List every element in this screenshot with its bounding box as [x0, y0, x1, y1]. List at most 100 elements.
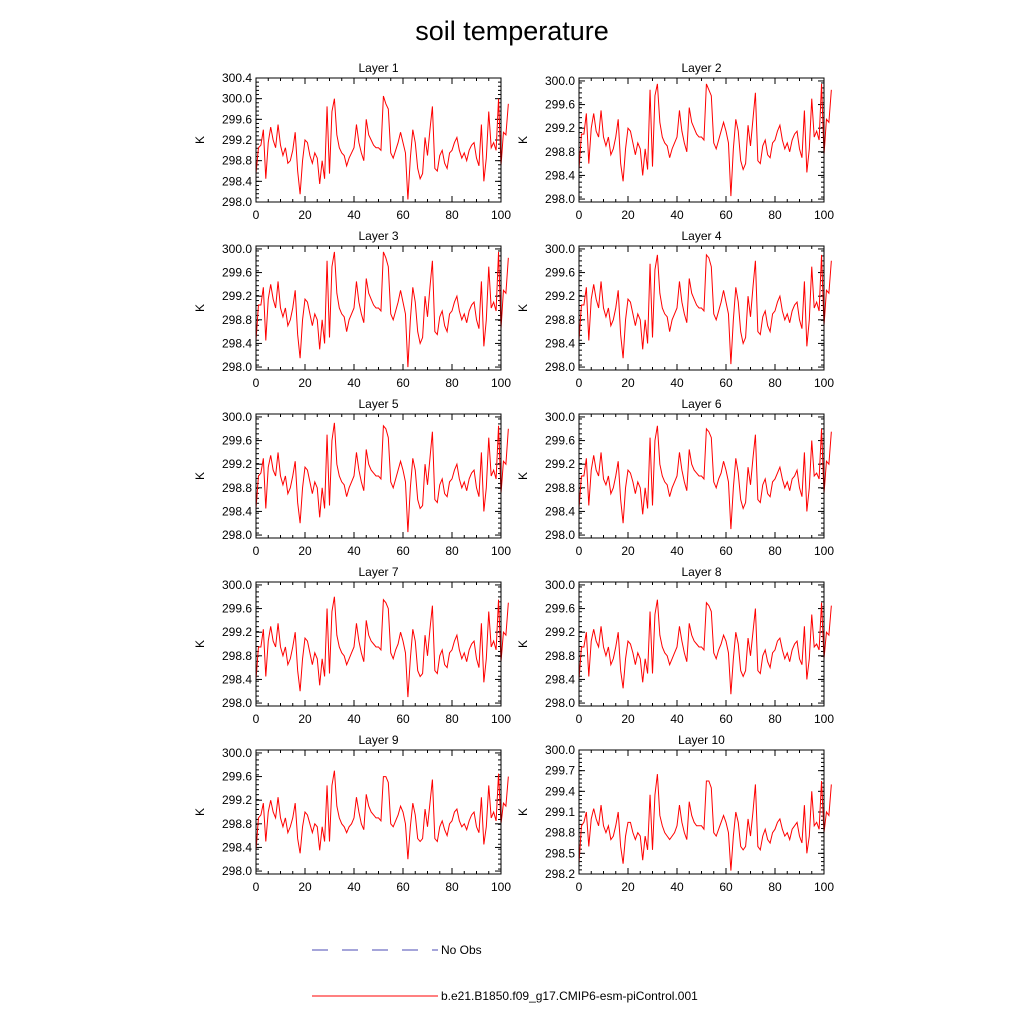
legend-no-obs-label: No Obs: [441, 943, 482, 957]
y-axis-label: K: [193, 304, 207, 312]
x-tick-label: 20: [621, 544, 635, 558]
x-tick-label: 80: [768, 880, 782, 894]
y-tick-label: 300.0: [545, 578, 575, 592]
y-tick-label: 300.0: [222, 578, 252, 592]
plot-frame: [578, 245, 825, 371]
x-tick-label: 0: [576, 544, 583, 558]
y-tick-label: 299.2: [222, 625, 252, 639]
y-tick-label: 300.0: [222, 242, 252, 256]
y-tick-label: 298.8: [545, 481, 575, 495]
y-tick-label: 299.6: [222, 434, 252, 448]
x-tick-label: 40: [670, 208, 684, 222]
chart-panel-layer-8: Layer 8 K 298.0 298.4 298.8 299.2 299.6 300.0 0 2…: [516, 565, 834, 726]
y-tick-label: 299.6: [545, 434, 575, 448]
x-tick-label: 80: [768, 208, 782, 222]
plot-frame: [578, 77, 825, 203]
y-axis-label: K: [193, 472, 207, 480]
y-axis-label: K: [193, 640, 207, 648]
y-tick-label: 298.8: [545, 826, 575, 840]
panels-grid: Layer 1 K 298.0 298.4 298.8 299.2 299.6 300.0 30…: [193, 61, 834, 894]
x-tick-label: 60: [396, 880, 410, 894]
y-tick-label: 300.0: [222, 410, 252, 424]
y-tick-label: 298.0: [222, 696, 252, 710]
series-line: [255, 770, 509, 860]
x-tick-label: 0: [576, 376, 583, 390]
x-tick-label: 20: [621, 376, 635, 390]
y-tick-label: 300.4: [222, 71, 252, 85]
x-tick-label: 20: [298, 208, 312, 222]
x-tick-label: 100: [491, 208, 511, 222]
x-tick-label: 0: [253, 208, 260, 222]
chart-panel-layer-3: Layer 3 K 298.0 298.4 298.8 299.2 299.6 300.0 0 2…: [193, 229, 511, 390]
series-line: [255, 251, 509, 368]
x-tick-label: 100: [814, 376, 834, 390]
y-tick-label: 299.6: [222, 770, 252, 784]
x-tick-label: 40: [670, 376, 684, 390]
series-line: [255, 422, 509, 533]
x-tick-label: 20: [621, 712, 635, 726]
y-tick-label: 299.4: [545, 784, 575, 798]
x-tick-label: 60: [719, 712, 733, 726]
x-tick-label: 0: [253, 880, 260, 894]
panel-title: Layer 7: [358, 565, 398, 579]
x-tick-label: 60: [719, 544, 733, 558]
y-tick-label: 298.0: [545, 192, 575, 206]
y-tick-label: 298.4: [222, 840, 252, 854]
series-line: [578, 83, 832, 197]
x-tick-label: 100: [491, 544, 511, 558]
legend: No Obs b.e21.B1850.f09_g17.CMIP6-esm-piC…: [312, 943, 698, 1003]
y-tick-label: 298.2: [545, 867, 575, 881]
x-tick-label: 60: [719, 208, 733, 222]
y-tick-label: 300.0: [222, 746, 252, 760]
y-axis-label: K: [516, 808, 530, 816]
x-tick-label: 0: [576, 880, 583, 894]
x-tick-label: 80: [445, 544, 459, 558]
x-tick-label: 60: [719, 880, 733, 894]
x-tick-label: 0: [576, 712, 583, 726]
y-tick-label: 298.4: [545, 336, 575, 350]
x-tick-label: 80: [445, 880, 459, 894]
y-tick-label: 299.7: [545, 764, 575, 778]
series-line: [578, 425, 832, 530]
y-tick-label: 300.0: [222, 92, 252, 106]
y-tick-label: 299.2: [222, 289, 252, 303]
x-tick-label: 20: [298, 712, 312, 726]
series-line: [255, 596, 509, 698]
plot-frame: [578, 413, 825, 539]
x-tick-label: 100: [814, 880, 834, 894]
panel-title: Layer 8: [681, 565, 721, 579]
y-tick-label: 299.2: [545, 121, 575, 135]
panel-title: Layer 4: [681, 229, 721, 243]
y-tick-label: 298.4: [222, 672, 252, 686]
x-tick-label: 80: [445, 208, 459, 222]
panel-title: Layer 3: [358, 229, 398, 243]
y-tick-label: 299.6: [222, 266, 252, 280]
y-tick-label: 299.2: [222, 457, 252, 471]
x-tick-label: 0: [253, 376, 260, 390]
y-tick-label: 298.8: [222, 817, 252, 831]
y-tick-label: 300.0: [545, 74, 575, 88]
y-axis-label: K: [516, 304, 530, 312]
x-tick-label: 0: [253, 544, 260, 558]
x-tick-label: 20: [298, 880, 312, 894]
chart-panel-layer-4: Layer 4 K 298.0 298.4 298.8 299.2 299.6 300.0 0 2…: [516, 229, 834, 390]
x-tick-label: 20: [298, 376, 312, 390]
panel-title: Layer 1: [358, 61, 398, 75]
y-tick-label: 298.5: [545, 846, 575, 860]
y-tick-label: 299.2: [222, 793, 252, 807]
y-tick-label: 298.8: [222, 313, 252, 327]
chart-panel-layer-5: Layer 5 K 298.0 298.4 298.8 299.2 299.6 300.0 0 2…: [193, 397, 511, 558]
y-axis-label: K: [193, 136, 207, 144]
chart-title: soil temperature: [415, 16, 609, 46]
x-tick-label: 0: [253, 712, 260, 726]
y-tick-label: 298.0: [545, 696, 575, 710]
series-line: [255, 95, 509, 200]
x-tick-label: 40: [670, 712, 684, 726]
y-axis-label: K: [516, 472, 530, 480]
x-tick-label: 100: [814, 544, 834, 558]
legend-model-label: b.e21.B1850.f09_g17.CMIP6-esm-piControl.…: [441, 989, 698, 1003]
x-tick-label: 100: [491, 376, 511, 390]
y-tick-label: 298.0: [222, 195, 252, 209]
y-tick-label: 299.2: [545, 457, 575, 471]
series-line: [578, 253, 832, 365]
